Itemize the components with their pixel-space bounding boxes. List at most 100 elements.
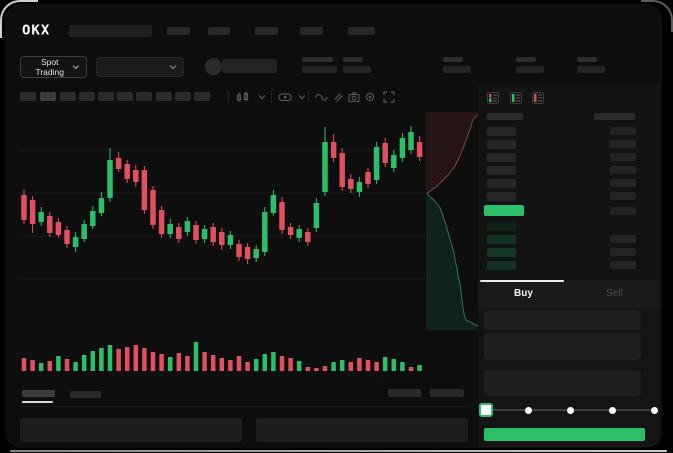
orderbook-amount-cell[interactable]	[610, 166, 636, 174]
bottom-toolbar-placeholder[interactable]	[388, 389, 421, 397]
indicators-icon[interactable]	[278, 91, 292, 103]
volume-chart	[21, 342, 422, 371]
last-price-placeholder	[222, 59, 277, 73]
orderbook-bid-row[interactable]	[487, 248, 516, 257]
orderbook-bid-row[interactable]	[487, 261, 516, 270]
trade-tabs: Buy Sell	[478, 280, 660, 309]
compare-icon[interactable]	[332, 91, 344, 103]
nav-item-placeholder[interactable]	[167, 27, 190, 35]
orderbook-ask-row[interactable]	[487, 179, 516, 188]
orderbook-amount-cell[interactable]	[610, 235, 636, 243]
orderbook-ask-row[interactable]	[487, 166, 516, 175]
ticker-stat-label-placeholder	[343, 57, 363, 62]
pair-selector-dropdown[interactable]	[96, 57, 184, 77]
ticker-stat-label-placeholder	[516, 57, 536, 62]
tab-buy[interactable]: Buy	[514, 288, 533, 299]
bottom-tab-active-placeholder[interactable]	[22, 390, 55, 397]
orderbook-amount-cell[interactable]	[610, 207, 636, 215]
camera-icon[interactable]	[348, 91, 360, 103]
toolbar-divider	[271, 91, 272, 103]
ticker-stat-label-placeholder	[302, 57, 333, 62]
bottom-field-placeholder[interactable]	[256, 418, 468, 442]
orderbook-ask-row[interactable]	[487, 192, 516, 201]
book-bids-icon[interactable]	[510, 92, 522, 104]
orderbook-amount-cell[interactable]	[610, 261, 636, 269]
bottom-field-placeholder[interactable]	[20, 418, 242, 442]
bottom-tab-placeholder[interactable]	[70, 391, 101, 398]
book-asks-icon[interactable]	[532, 92, 544, 104]
total-input[interactable]	[484, 370, 641, 396]
fullscreen-icon[interactable]	[383, 91, 395, 103]
orderbook-amount-cell[interactable]	[610, 127, 636, 135]
line-tool-icon[interactable]	[314, 91, 328, 103]
chevron-down-icon[interactable]	[298, 94, 306, 100]
app-window: OKX Spot Trading	[5, 4, 662, 448]
bottom-toolbar-placeholder[interactable]	[430, 389, 464, 397]
bottom-divider	[20, 406, 470, 407]
price-input[interactable]	[484, 310, 641, 330]
brand-subtitle-placeholder	[69, 25, 152, 37]
candle-type-icon[interactable]	[236, 91, 250, 103]
toolbar-divider	[228, 91, 229, 103]
orderbook-bid-row[interactable]	[487, 222, 516, 231]
nav-item-placeholder[interactable]	[255, 27, 278, 35]
timeframe-button[interactable]	[156, 92, 172, 101]
timeframe-button[interactable]	[79, 92, 95, 101]
bezel-highlight	[10, 450, 667, 452]
slider-stop-dot[interactable]	[566, 406, 574, 414]
ticker-stat-value-placeholder	[443, 66, 471, 73]
orderbook-bid-row[interactable]	[487, 235, 516, 244]
market-type-label: Spot Trading	[35, 57, 64, 77]
okx-logo: OKX	[22, 23, 51, 39]
orderbook-amount-cell[interactable]	[610, 179, 636, 187]
timeframe-button[interactable]	[136, 92, 152, 101]
ticker-stat-label-placeholder	[577, 57, 597, 62]
nav-item-placeholder[interactable]	[348, 27, 375, 35]
book-combined-icon[interactable]	[487, 92, 499, 104]
ticker-stat-value-placeholder	[343, 66, 371, 73]
slider-stop-dot[interactable]	[524, 406, 532, 414]
timeframe-button[interactable]	[40, 92, 56, 101]
buy-tab-indicator	[480, 280, 564, 282]
ticker-stat-label-placeholder	[443, 57, 463, 62]
chevron-down-icon	[72, 65, 80, 70]
orderbook-amount-cell[interactable]	[610, 140, 636, 148]
trade-panel: Buy Sell	[478, 84, 660, 447]
timeframe-button[interactable]	[60, 92, 76, 101]
orderbook-ask-row[interactable]	[487, 140, 516, 149]
timeframe-button[interactable]	[20, 92, 36, 101]
ticker-stat-value-placeholder	[516, 66, 544, 73]
timeframe-button[interactable]	[175, 92, 191, 101]
book-price-header-placeholder	[487, 113, 523, 120]
order-form	[478, 309, 660, 447]
timeframe-button[interactable]	[194, 92, 210, 101]
slider-stop-dot[interactable]	[608, 406, 616, 414]
orderbook-amount-cell[interactable]	[610, 192, 636, 200]
ticker-stat-value-placeholder	[302, 66, 337, 73]
orderbook-amount-cell[interactable]	[610, 248, 636, 256]
timeframe-button[interactable]	[117, 92, 133, 101]
slider-stop-dot[interactable]	[650, 406, 658, 414]
market-type-dropdown[interactable]: Spot Trading	[20, 56, 87, 78]
timeframe-button[interactable]	[98, 92, 114, 101]
orderbook-amount-cell[interactable]	[610, 153, 636, 161]
amount-slider-handle[interactable]	[479, 403, 493, 417]
book-amount-header-placeholder	[594, 113, 635, 120]
candlestick-chart[interactable]	[20, 112, 425, 335]
orderbook-ask-row[interactable]	[487, 153, 516, 162]
toolbar-divider	[308, 91, 309, 103]
amount-input[interactable]	[484, 333, 641, 360]
settings-gear-icon[interactable]	[364, 91, 376, 103]
chart-depth-divider	[426, 112, 427, 330]
last-price-badge[interactable]	[484, 205, 524, 216]
bottom-tab-underline	[22, 401, 53, 403]
buy-submit-button[interactable]	[484, 428, 645, 441]
nav-item-placeholder[interactable]	[300, 27, 323, 35]
chevron-down-icon[interactable]	[258, 94, 266, 100]
nav-item-placeholder[interactable]	[208, 27, 230, 35]
pair-avatar	[205, 58, 222, 75]
orderbook-ask-row[interactable]	[487, 127, 516, 136]
ticker-stat-value-placeholder	[577, 66, 605, 73]
depth-chart[interactable]	[427, 112, 478, 330]
tab-sell[interactable]: Sell	[606, 288, 623, 299]
